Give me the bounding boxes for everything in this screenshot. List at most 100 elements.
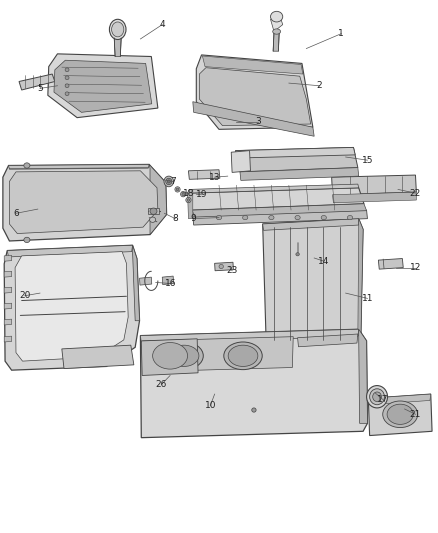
Polygon shape bbox=[236, 148, 355, 158]
Polygon shape bbox=[359, 329, 367, 423]
Polygon shape bbox=[199, 68, 311, 126]
Ellipse shape bbox=[167, 180, 170, 183]
Polygon shape bbox=[271, 14, 283, 31]
Polygon shape bbox=[141, 339, 198, 375]
Polygon shape bbox=[143, 337, 293, 372]
Polygon shape bbox=[4, 271, 12, 277]
Ellipse shape bbox=[65, 68, 69, 71]
Polygon shape bbox=[263, 219, 359, 230]
Text: 1: 1 bbox=[339, 29, 344, 38]
Ellipse shape bbox=[224, 342, 262, 369]
Text: 13: 13 bbox=[209, 173, 220, 182]
Text: 6: 6 bbox=[13, 209, 19, 218]
Polygon shape bbox=[378, 259, 403, 269]
Polygon shape bbox=[187, 184, 359, 193]
Ellipse shape bbox=[152, 343, 187, 369]
Ellipse shape bbox=[347, 215, 353, 220]
Polygon shape bbox=[215, 262, 233, 271]
Polygon shape bbox=[62, 345, 134, 368]
Polygon shape bbox=[358, 219, 363, 336]
Polygon shape bbox=[114, 38, 121, 56]
Polygon shape bbox=[4, 245, 140, 370]
Polygon shape bbox=[236, 148, 358, 172]
Polygon shape bbox=[193, 210, 367, 225]
Ellipse shape bbox=[175, 187, 180, 192]
Polygon shape bbox=[187, 188, 364, 210]
Ellipse shape bbox=[169, 345, 199, 367]
Text: 4: 4 bbox=[159, 20, 165, 29]
Polygon shape bbox=[140, 277, 152, 285]
Ellipse shape bbox=[373, 392, 381, 401]
Text: 23: 23 bbox=[226, 266, 238, 275]
Ellipse shape bbox=[65, 84, 69, 87]
Polygon shape bbox=[54, 60, 152, 112]
Polygon shape bbox=[332, 175, 417, 195]
Text: 15: 15 bbox=[362, 156, 373, 165]
Ellipse shape bbox=[269, 215, 274, 220]
Polygon shape bbox=[10, 171, 158, 233]
Polygon shape bbox=[15, 252, 128, 361]
Ellipse shape bbox=[271, 11, 283, 22]
Ellipse shape bbox=[387, 404, 413, 424]
Polygon shape bbox=[4, 287, 12, 293]
Polygon shape bbox=[3, 165, 166, 241]
Ellipse shape bbox=[176, 188, 179, 191]
Polygon shape bbox=[4, 303, 12, 309]
Polygon shape bbox=[202, 56, 303, 74]
Ellipse shape bbox=[228, 345, 258, 367]
Ellipse shape bbox=[164, 176, 173, 187]
Ellipse shape bbox=[295, 215, 300, 220]
Polygon shape bbox=[188, 169, 220, 179]
Polygon shape bbox=[148, 208, 159, 214]
Ellipse shape bbox=[187, 199, 190, 201]
Polygon shape bbox=[141, 329, 359, 343]
Polygon shape bbox=[48, 54, 158, 118]
Text: 17: 17 bbox=[377, 395, 389, 404]
Polygon shape bbox=[368, 394, 432, 435]
Polygon shape bbox=[19, 74, 55, 90]
Polygon shape bbox=[162, 276, 173, 285]
Ellipse shape bbox=[166, 178, 172, 184]
Polygon shape bbox=[332, 192, 417, 203]
Polygon shape bbox=[192, 204, 367, 217]
Polygon shape bbox=[4, 319, 12, 325]
Polygon shape bbox=[263, 219, 363, 342]
Ellipse shape bbox=[367, 385, 388, 408]
Text: 26: 26 bbox=[155, 380, 167, 389]
Text: 11: 11 bbox=[362, 294, 373, 303]
Ellipse shape bbox=[182, 193, 184, 196]
Polygon shape bbox=[193, 102, 314, 136]
Ellipse shape bbox=[186, 197, 191, 203]
Polygon shape bbox=[9, 165, 149, 169]
Text: 5: 5 bbox=[37, 84, 43, 93]
Ellipse shape bbox=[243, 215, 248, 220]
Text: 9: 9 bbox=[190, 214, 196, 223]
Ellipse shape bbox=[150, 217, 155, 222]
Ellipse shape bbox=[65, 76, 69, 79]
Polygon shape bbox=[141, 329, 367, 438]
Text: 2: 2 bbox=[317, 81, 322, 90]
Polygon shape bbox=[273, 31, 279, 51]
Text: 16: 16 bbox=[165, 279, 177, 288]
Ellipse shape bbox=[180, 191, 186, 197]
Polygon shape bbox=[4, 255, 12, 261]
Polygon shape bbox=[7, 245, 133, 257]
Ellipse shape bbox=[252, 408, 256, 412]
Polygon shape bbox=[297, 334, 358, 347]
Text: 18: 18 bbox=[183, 189, 194, 198]
Ellipse shape bbox=[150, 208, 157, 214]
Text: 3: 3 bbox=[255, 117, 261, 126]
Ellipse shape bbox=[219, 264, 223, 269]
Ellipse shape bbox=[383, 401, 418, 427]
Text: 7: 7 bbox=[170, 177, 176, 186]
Ellipse shape bbox=[24, 237, 30, 243]
Ellipse shape bbox=[216, 215, 222, 220]
Text: 10: 10 bbox=[205, 401, 216, 410]
Polygon shape bbox=[4, 336, 12, 342]
Polygon shape bbox=[240, 167, 359, 180]
Ellipse shape bbox=[24, 163, 30, 168]
Polygon shape bbox=[187, 189, 193, 219]
Ellipse shape bbox=[296, 253, 299, 256]
Polygon shape bbox=[196, 55, 313, 130]
Text: 19: 19 bbox=[196, 190, 207, 199]
